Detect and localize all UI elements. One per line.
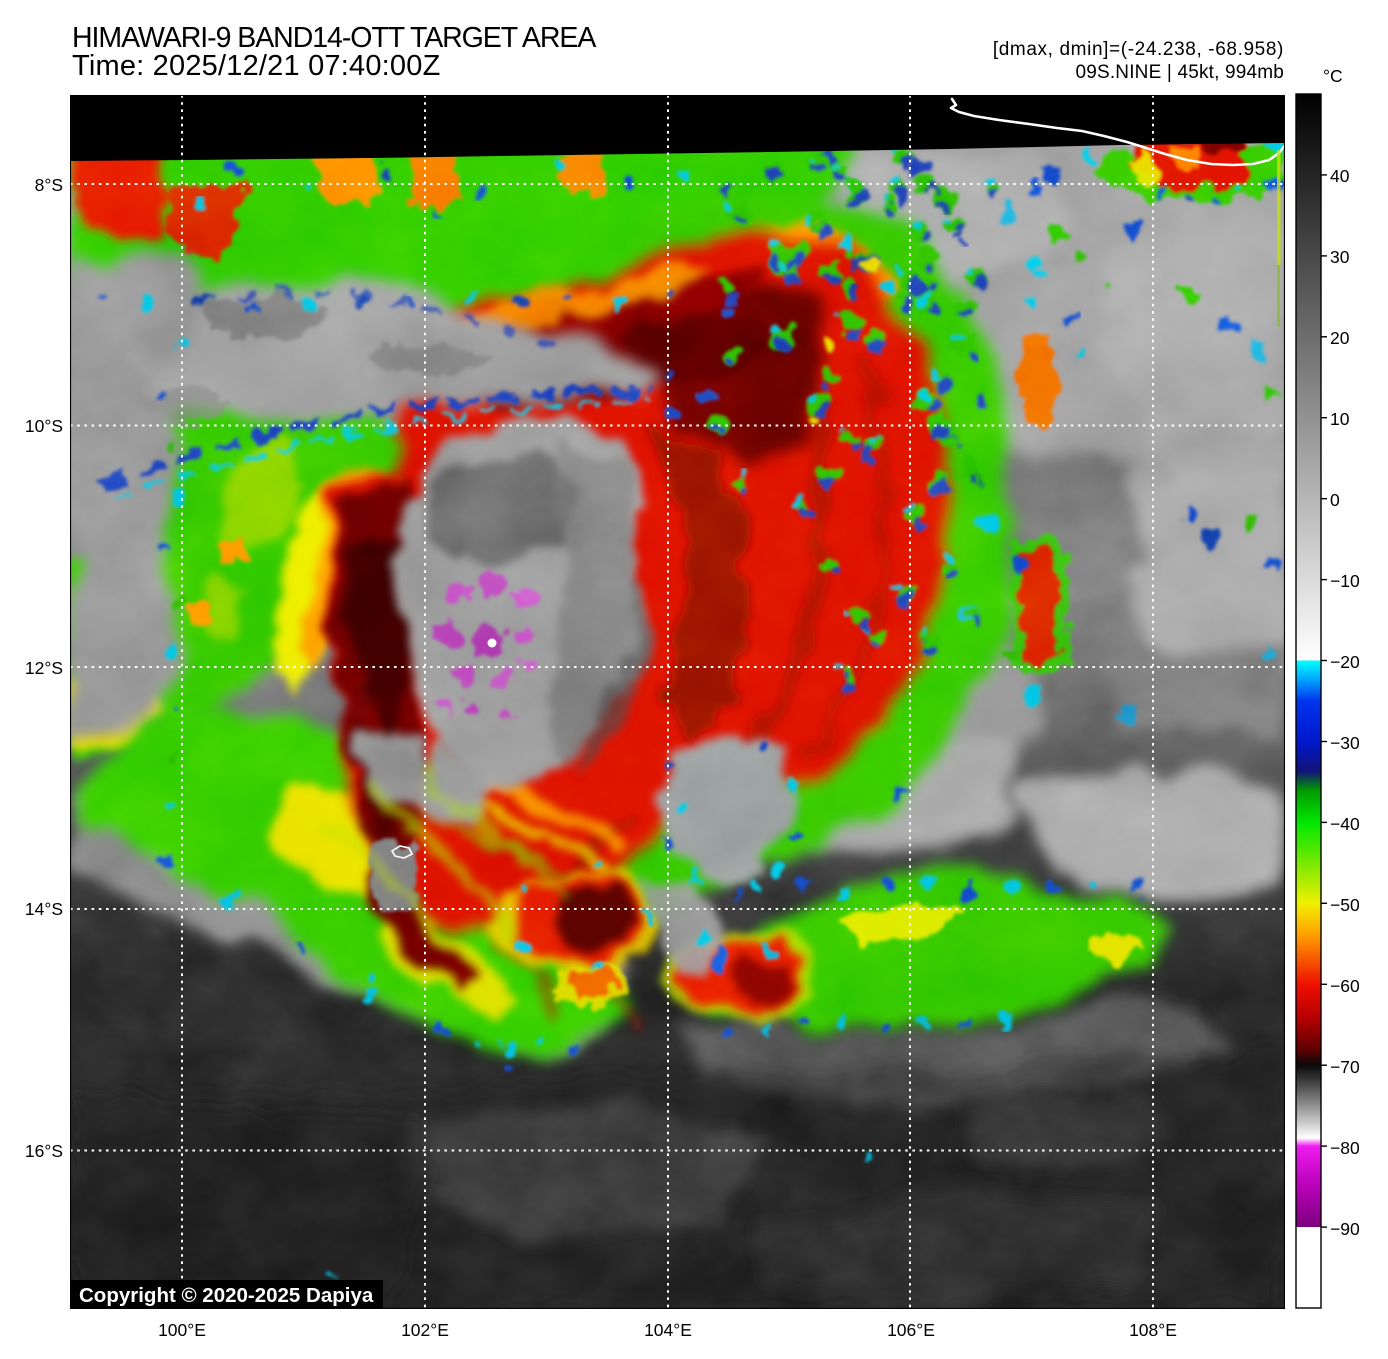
svg-text:Copyright © 2020-2025 Dapiya: Copyright © 2020-2025 Dapiya <box>79 1284 374 1307</box>
